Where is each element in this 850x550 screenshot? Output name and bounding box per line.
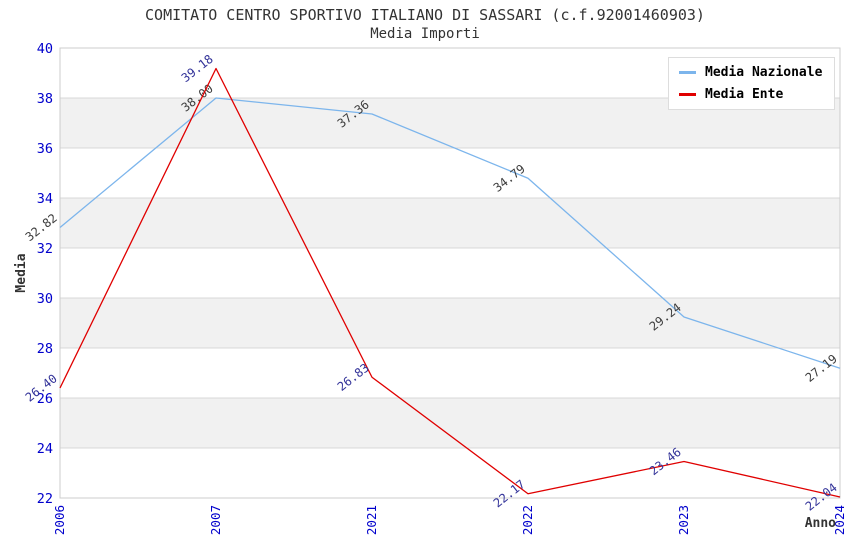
x-tick-label: 2021 bbox=[364, 505, 379, 535]
data-label: 32.82 bbox=[23, 211, 60, 244]
chart-line-media-ente bbox=[59, 67, 841, 498]
y-tick-label: 30 bbox=[37, 291, 53, 307]
plot-band bbox=[60, 448, 840, 498]
y-tick-label: 38 bbox=[37, 91, 53, 107]
chart-title: COMITATO CENTRO SPORTIVO ITALIANO DI SAS… bbox=[145, 6, 705, 24]
plot-band bbox=[60, 298, 840, 348]
plot-border bbox=[59, 47, 841, 499]
y-axis-title: Media bbox=[14, 253, 30, 293]
x-tick-label: 2024 bbox=[832, 505, 847, 535]
plot-band bbox=[60, 398, 840, 448]
x-axis-title: Anno bbox=[804, 516, 836, 531]
legend-item-media-nazionale: Media Nazionale bbox=[679, 65, 822, 80]
y-tick-label: 34 bbox=[37, 191, 53, 207]
plot-band bbox=[60, 248, 840, 298]
y-tick-label: 22 bbox=[37, 491, 53, 507]
x-tick-label: 2023 bbox=[676, 505, 691, 535]
legend-item-media-ente: Media Ente bbox=[679, 87, 822, 102]
y-tick-label: 32 bbox=[37, 241, 53, 257]
legend-label: Media Nazionale bbox=[705, 65, 823, 80]
legend-swatch-media-nazionale bbox=[679, 71, 696, 74]
y-tick-label: 40 bbox=[37, 41, 53, 57]
chart-subtitle: Media Importi bbox=[370, 26, 480, 42]
plot-band bbox=[60, 198, 840, 248]
x-tick-label: 2007 bbox=[208, 505, 223, 535]
chart-line-media-nazionale bbox=[59, 97, 841, 369]
legend-label: Media Ente bbox=[705, 87, 784, 102]
legend-swatch-media-ente bbox=[679, 93, 696, 96]
plot-band bbox=[60, 148, 840, 198]
y-tick-label: 26 bbox=[37, 391, 53, 407]
y-tick-label: 36 bbox=[37, 141, 53, 157]
plot-band bbox=[60, 348, 840, 398]
x-tick-label: 2022 bbox=[520, 505, 535, 535]
chart-legend: Media Nazionale Media Ente bbox=[668, 57, 836, 110]
x-tick-label: 2006 bbox=[52, 505, 67, 535]
y-tick-label: 24 bbox=[37, 441, 53, 457]
y-tick-label: 28 bbox=[37, 341, 53, 357]
